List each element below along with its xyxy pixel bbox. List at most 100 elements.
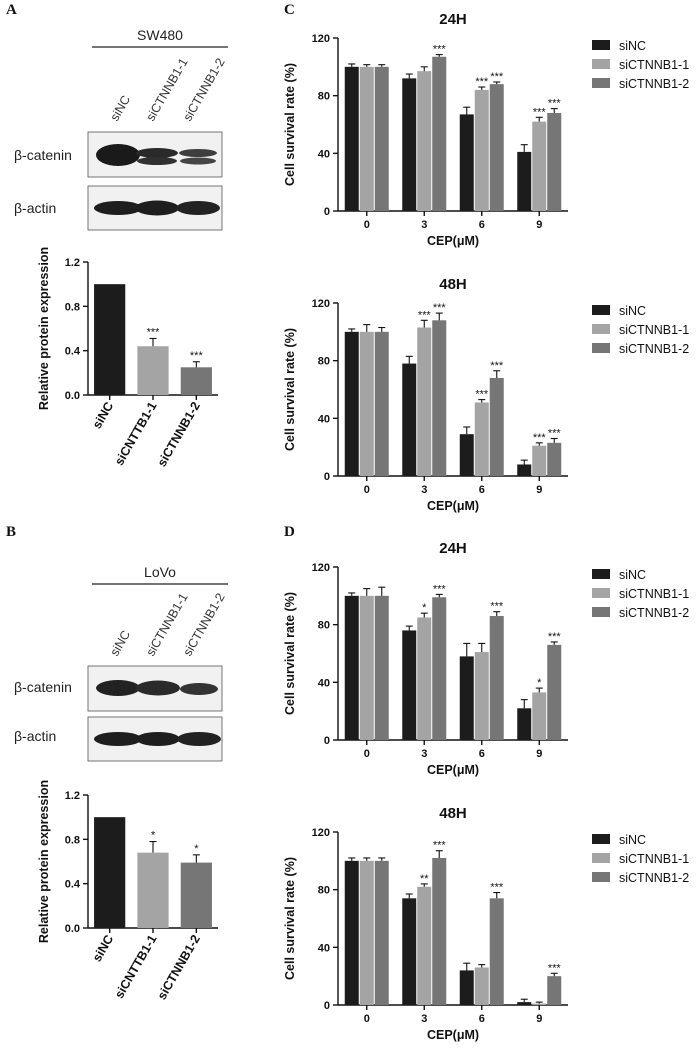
bar xyxy=(474,652,489,740)
bar xyxy=(547,442,562,476)
x-tick-label: 3 xyxy=(421,748,427,760)
x-tick-label: 9 xyxy=(536,219,542,231)
y-tick-label: 0.8 xyxy=(65,301,80,313)
significance-label: ** xyxy=(420,873,429,885)
x-tick-label: 3 xyxy=(421,484,427,496)
y-axis-title: Cell survival rate (%) xyxy=(283,63,297,186)
bar xyxy=(459,970,474,1005)
bar xyxy=(344,66,359,211)
bar xyxy=(432,320,447,476)
x-tick-label: 9 xyxy=(536,484,542,496)
y-tick-label: 80 xyxy=(318,91,330,103)
y-tick-label: 40 xyxy=(318,148,330,160)
significance-label: *** xyxy=(490,601,504,613)
chart-d-24h-survival: 0 40 80 120 24H Cell survival rate (%) CEP(μM)… xyxy=(283,540,689,777)
bar xyxy=(374,860,389,1005)
bar xyxy=(402,630,417,740)
chart-d-48h-survival: 0 40 80 120 48H Cell survival rate (%) CEP(μM)… xyxy=(283,805,689,1042)
x-axis-title: CEP(μM) xyxy=(427,234,479,248)
x-tick-label: 0 xyxy=(364,748,370,760)
legend-swatch xyxy=(592,834,610,844)
y-tick-label: 80 xyxy=(318,885,330,897)
bar xyxy=(344,595,359,740)
y-axis-title: Relative protein expression xyxy=(37,780,51,943)
legend-swatch xyxy=(592,59,610,69)
bar xyxy=(489,616,504,740)
legend-label: siCTNNB1-1 xyxy=(619,587,689,601)
significance-label: *** xyxy=(490,71,504,83)
legend-swatch xyxy=(592,40,610,50)
significance-label: *** xyxy=(433,44,447,56)
bar xyxy=(474,89,489,211)
y-tick-label: 80 xyxy=(318,356,330,368)
legend-label: siCTNNB1-1 xyxy=(619,323,689,337)
significance-label: *** xyxy=(433,583,447,595)
protein-band xyxy=(179,149,217,157)
legend-label: siCTNNB1-2 xyxy=(619,342,689,356)
bar xyxy=(432,56,447,211)
bar xyxy=(359,595,374,740)
chart-b-protein-expression: 0.0 0.4 0.8 1.2 Relative protein expression s… xyxy=(37,780,218,1002)
chart-title: 24H xyxy=(439,540,467,557)
chart-title: 48H xyxy=(439,805,467,822)
significance-label: * xyxy=(194,843,199,855)
bar xyxy=(489,898,504,1005)
legend-swatch xyxy=(592,853,610,863)
bar xyxy=(517,151,532,211)
lane-label: siNC xyxy=(107,628,133,658)
bar xyxy=(137,852,169,928)
legend-swatch xyxy=(592,607,610,617)
y-tick-label: 1.2 xyxy=(65,790,80,802)
bar xyxy=(417,71,432,212)
bar xyxy=(180,862,212,928)
bar xyxy=(517,1002,532,1005)
bar xyxy=(517,464,532,476)
bar xyxy=(359,331,374,476)
significance-label: *** xyxy=(190,350,204,362)
y-axis-title: Cell survival rate (%) xyxy=(283,592,297,715)
bar xyxy=(417,327,432,476)
y-tick-label: 40 xyxy=(318,942,330,954)
x-tick-label: 0 xyxy=(364,219,370,231)
lane-label: siNC xyxy=(107,93,133,123)
bar xyxy=(359,860,374,1005)
y-axis-title: Cell survival rate (%) xyxy=(283,328,297,451)
bar xyxy=(432,857,447,1005)
panel-letter-b: B xyxy=(6,524,16,540)
bar xyxy=(432,597,447,740)
protein-band xyxy=(136,732,180,746)
protein-band xyxy=(180,683,218,695)
legend-label: siNC xyxy=(619,833,646,847)
blot-row-label: β-actin xyxy=(14,728,56,744)
y-tick-label: 0 xyxy=(324,1000,330,1012)
y-tick-label: 0 xyxy=(324,735,330,747)
bar xyxy=(547,976,562,1005)
legend-swatch xyxy=(592,569,610,579)
x-tick-label: siCTNNB1-2 xyxy=(155,932,203,1002)
significance-label: *** xyxy=(548,631,562,643)
protein-band xyxy=(136,148,178,158)
protein-band xyxy=(94,732,142,746)
panel-letter-a: A xyxy=(6,2,17,18)
bar xyxy=(517,708,532,740)
significance-label: *** xyxy=(475,389,489,401)
y-tick-label: 120 xyxy=(312,33,330,45)
blot-row-label: β-catenin xyxy=(14,147,72,163)
x-tick-label: 6 xyxy=(479,219,485,231)
cell-line-label: SW480 xyxy=(137,27,183,43)
bar xyxy=(474,967,489,1005)
chart-title: 24H xyxy=(439,11,467,28)
x-tick-label: 3 xyxy=(421,219,427,231)
chart-c-48h-survival: 0 40 80 120 48H Cell survival rate (%) CEP(μM)… xyxy=(283,276,689,513)
significance-label: *** xyxy=(147,326,161,338)
x-tick-label: 6 xyxy=(479,484,485,496)
legend-label: siNC xyxy=(619,39,646,53)
bar xyxy=(180,367,212,395)
y-tick-label: 120 xyxy=(312,562,330,574)
legend-swatch xyxy=(592,343,610,353)
x-axis-title: CEP(μM) xyxy=(427,499,479,513)
y-tick-label: 40 xyxy=(318,413,330,425)
y-tick-label: 120 xyxy=(312,827,330,839)
y-tick-label: 0 xyxy=(324,471,330,483)
